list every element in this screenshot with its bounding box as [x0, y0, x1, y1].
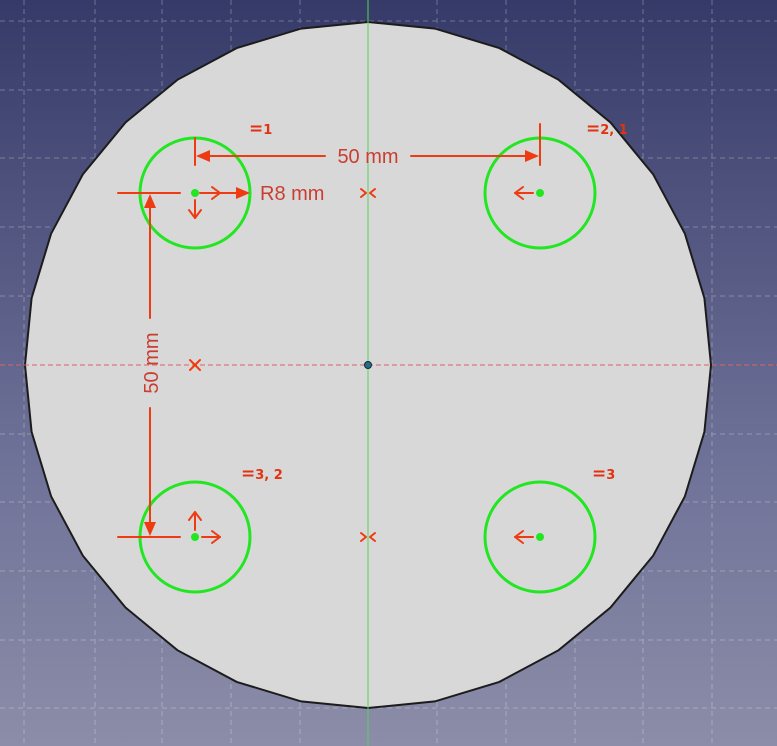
equal-constraint-label[interactable]: =3, 2 [241, 464, 283, 484]
horizontal-constraint-symbol[interactable] [514, 530, 534, 544]
horizontal-distance-dimension[interactable]: 50 mm [194, 123, 541, 168]
horizontal-constraint-symbol[interactable] [201, 186, 221, 200]
horizontal-constraint-symbol[interactable] [201, 530, 221, 544]
symmetric-constraint-marker[interactable] [360, 532, 376, 542]
origin-point[interactable] [364, 361, 372, 369]
svg-text:=1: =1 [249, 119, 272, 139]
symmetric-constraint-marker[interactable] [360, 188, 376, 198]
symmetric-constraint-marker[interactable] [189, 359, 201, 371]
svg-text:=2, 1: =2, 1 [586, 119, 628, 139]
equal-constraint-label[interactable]: =3 [592, 464, 615, 484]
hole-center-point[interactable] [191, 189, 199, 197]
vertical-dimension-label[interactable]: 50 mm [141, 332, 163, 393]
vertical-constraint-symbol[interactable] [188, 199, 202, 219]
equal-constraint-label[interactable]: =1 [249, 119, 272, 139]
vertical-distance-dimension[interactable]: 50 mm [117, 192, 181, 538]
radius-dimension-label[interactable]: R8 mm [260, 183, 324, 205]
svg-text:=3: =3 [592, 464, 615, 484]
equal-constraint-label[interactable]: =2, 1 [586, 119, 628, 139]
horizontal-constraint-symbol[interactable] [514, 186, 534, 200]
svg-text:=3, 2: =3, 2 [241, 464, 283, 484]
hole-center-point[interactable] [536, 189, 544, 197]
hole-bottom-right[interactable] [483, 480, 597, 594]
vertical-constraint-symbol[interactable] [188, 511, 202, 531]
hole-center-point[interactable] [536, 533, 544, 541]
horizontal-dimension-label[interactable]: 50 mm [337, 146, 398, 168]
hole-center-point[interactable] [191, 533, 199, 541]
